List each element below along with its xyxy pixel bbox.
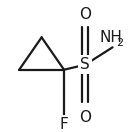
Text: O: O — [79, 7, 91, 22]
Text: S: S — [80, 57, 90, 72]
Text: NH: NH — [100, 30, 123, 45]
Text: F: F — [60, 117, 68, 132]
Text: O: O — [79, 110, 91, 124]
Text: 2: 2 — [116, 38, 123, 48]
